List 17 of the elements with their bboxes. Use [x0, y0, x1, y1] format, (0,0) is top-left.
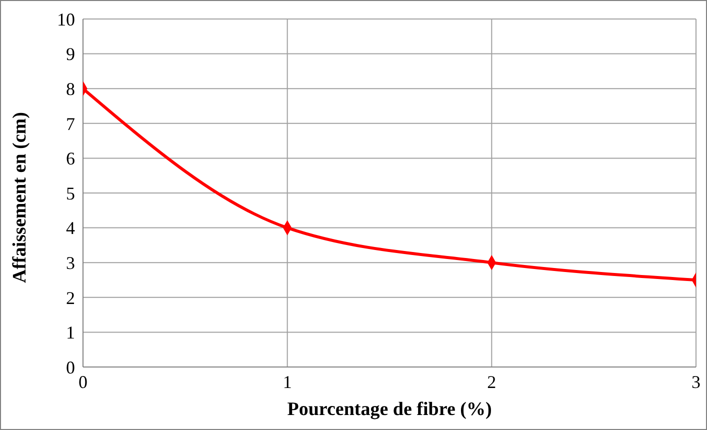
y-tick-label: 9: [66, 44, 75, 64]
y-tick-label: 7: [66, 114, 75, 134]
y-tick-label: 0: [66, 357, 75, 378]
y-tick-label: 10: [57, 9, 75, 30]
y-tick-label: 1: [66, 322, 75, 343]
y-axis-title: Affaissement en (cm): [10, 112, 31, 283]
y-tick-label: 3: [66, 252, 75, 273]
x-tick-label: 1: [282, 372, 292, 392]
y-tick-label: 4: [66, 218, 75, 238]
x-axis-title: Pourcentage de fibre (%): [287, 399, 492, 420]
y-tick-label: 5: [66, 183, 75, 204]
y-tick-label: 6: [66, 148, 75, 169]
y-tick-label: 2: [66, 288, 75, 308]
x-tick-label: 2: [487, 372, 496, 392]
x-tick-label: 3: [692, 372, 700, 392]
x-tick-label: 0: [78, 372, 88, 392]
y-tick-label: 8: [66, 78, 75, 99]
